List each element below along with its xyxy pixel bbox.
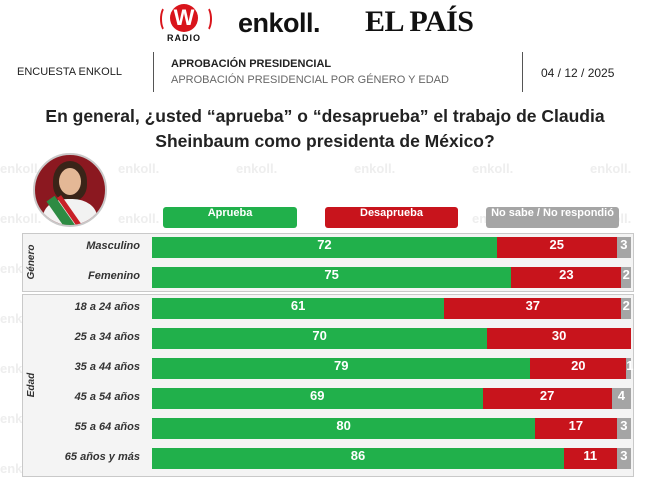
data-label: 20: [571, 358, 586, 373]
watermark-text: enkoll.: [0, 211, 42, 226]
legend-aprueba: Aprueba: [163, 207, 297, 228]
header-title: APROBACIÓN PRESIDENCIAL: [171, 58, 332, 70]
data-label: 72: [317, 237, 332, 252]
data-label: 61: [290, 298, 306, 313]
enkoll-logo: enkoll.: [238, 8, 321, 38]
data-label: 30: [551, 328, 567, 343]
watermark-text: enkoll.: [354, 161, 396, 176]
watermark-text: enkoll.: [590, 161, 632, 176]
category-label: Masculino: [86, 240, 140, 252]
w-radio-logo: W RADIO: [158, 4, 214, 44]
category-label: 18 a 24 años: [74, 301, 140, 313]
category-label: 35 a 44 años: [74, 361, 140, 373]
bar-no-sabe: [621, 298, 631, 319]
bar-aprueba: [152, 388, 483, 409]
el-pais-logo: EL PAÍS: [365, 5, 474, 38]
bar-desaprueba: [496, 237, 617, 258]
data-label: 75: [324, 267, 339, 282]
bar-desaprueba: [563, 448, 617, 469]
data-label: 1: [626, 358, 634, 373]
watermark-text: enkoll.: [0, 161, 42, 176]
watermark-text: enkoll.: [472, 161, 514, 176]
survey-name: ENCUESTA ENKOLL: [17, 66, 122, 78]
portrait-face: [59, 168, 81, 195]
w-radio-text: RADIO: [167, 33, 201, 43]
w-radio-arc-left: [160, 6, 172, 32]
bar-desaprueba: [530, 358, 627, 379]
data-label: 80: [336, 418, 351, 433]
watermark-text: enkoll.: [118, 211, 160, 226]
category-label: Femenino: [88, 270, 140, 282]
group-box: [22, 294, 634, 477]
data-label: 3: [620, 448, 628, 463]
data-label: 23: [559, 267, 574, 282]
survey-date: 04 / 12 / 2025: [541, 66, 615, 80]
bar-desaprueba: [511, 267, 622, 288]
bar-aprueba: [152, 267, 512, 288]
category-label: 25 a 34 años: [74, 331, 140, 343]
bar-no-sabe: [616, 418, 631, 439]
bar-aprueba: [152, 418, 536, 439]
legend-no-sabe: No sabe / No respondió: [486, 207, 619, 228]
data-label: 3: [620, 418, 628, 433]
bar-no-sabe: [616, 448, 631, 469]
chart-title: En general, ¿usted “aprueba” o “desaprue…: [45, 106, 605, 151]
data-label: 2: [622, 267, 630, 282]
w-radio-mark: W: [170, 4, 198, 32]
header-divider: [153, 52, 154, 92]
bar-aprueba: [152, 448, 564, 469]
bar-aprueba: [152, 358, 531, 379]
data-label: 70: [312, 328, 327, 343]
bar-aprueba: [152, 328, 488, 349]
data-label: 79: [333, 358, 349, 373]
data-label: 11: [583, 448, 598, 463]
watermark-text: enkoll.: [236, 161, 278, 176]
bar-desaprueba: [482, 388, 612, 409]
bar-desaprueba: [535, 418, 617, 439]
header-subtitle: APROBACIÓN PRESIDENCIAL POR GÉNERO Y EDA…: [171, 74, 449, 86]
data-label: 25: [549, 237, 564, 252]
bar-desaprueba: [444, 298, 622, 319]
category-label: 55 a 64 años: [74, 421, 140, 433]
bar-no-sabe: [626, 358, 631, 379]
data-label: 69: [310, 388, 325, 403]
survey-header: ENCUESTA ENKOLL APROBACIÓN PRESIDENCIAL …: [0, 50, 650, 94]
bar-aprueba: [152, 237, 497, 258]
data-label: 2: [622, 298, 630, 313]
w-radio-arc-right: [200, 6, 212, 32]
bar-aprueba: [152, 298, 445, 319]
bar-no-sabe: [611, 388, 631, 409]
category-label: 65 años y más: [64, 451, 140, 463]
data-label: 27: [539, 388, 555, 403]
bar-desaprueba: [487, 328, 631, 349]
legend-desaprueba: Desaprueba: [325, 207, 458, 228]
data-label: 37: [525, 298, 541, 313]
data-label: 86: [350, 448, 366, 463]
watermark-text: enkoll.: [118, 161, 160, 176]
logo-bar: W RADIO enkoll. EL PAÍS: [0, 0, 650, 46]
category-label: 45 a 54 años: [74, 391, 140, 403]
president-portrait: [33, 153, 107, 227]
bar-no-sabe: [616, 237, 631, 258]
data-label: 4: [617, 388, 626, 403]
header-divider: [522, 52, 523, 92]
data-label: 17: [568, 418, 584, 433]
bar-no-sabe: [621, 267, 631, 288]
data-label: 3: [620, 237, 628, 252]
